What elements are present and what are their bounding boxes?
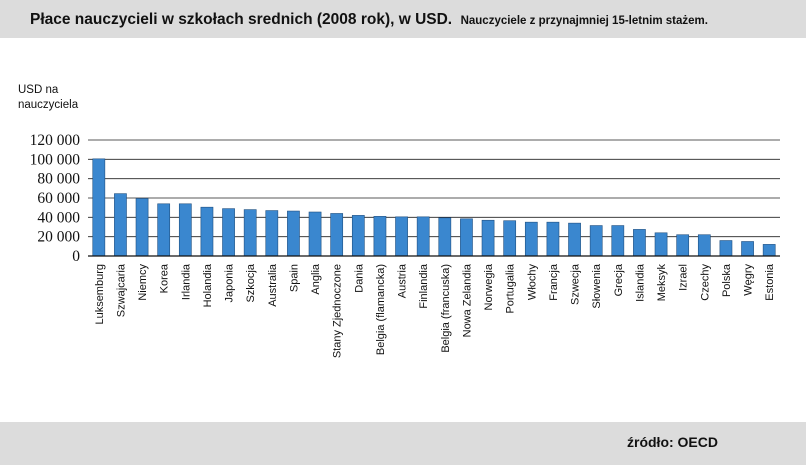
x-tick-label: Korea <box>159 263 171 293</box>
bar <box>243 209 257 257</box>
bar <box>676 234 690 257</box>
bar <box>373 216 387 257</box>
bar <box>438 217 452 257</box>
title-line: Płace nauczycieli w szkołach srednich (2… <box>30 11 708 29</box>
bar <box>178 203 192 257</box>
source-text: źródło: OECD <box>627 434 718 450</box>
bar <box>503 220 517 257</box>
x-tick-label: Japonia <box>224 263 236 302</box>
x-tick-label: Islandia <box>634 263 646 302</box>
y-tick-label: 60 000 <box>37 190 80 207</box>
x-tick-label: Spain <box>288 264 300 292</box>
chart-subtitle: Nauczyciele z przynajmniej 15-letnim sta… <box>460 15 708 27</box>
x-tick-label: Czechy <box>699 264 711 301</box>
bar <box>416 216 430 257</box>
x-tick-label: Australia <box>267 263 279 307</box>
x-tick-label: Luksemburg <box>94 264 106 325</box>
bar <box>654 232 668 257</box>
x-tick-label: Szkocja <box>245 263 257 302</box>
bar <box>135 198 149 257</box>
bar <box>330 213 344 257</box>
x-tick-label: Francja <box>548 263 560 301</box>
x-tick-label: Grecja <box>613 263 625 296</box>
x-tick-label: Austria <box>397 263 409 298</box>
bar <box>157 203 171 257</box>
x-tick-label: Stany Zjednoczone <box>332 264 344 358</box>
bar <box>741 241 754 257</box>
y-axis-label: USD na nauczyciela <box>18 84 79 111</box>
x-tick-label: Norwegia <box>483 263 495 310</box>
x-tick-label: Polska <box>721 263 733 297</box>
bar <box>546 221 560 257</box>
bar <box>114 193 127 257</box>
bar <box>481 219 495 257</box>
bar <box>589 225 603 257</box>
x-tick-label: Nowa Zelandia <box>461 263 473 337</box>
bar <box>524 221 538 257</box>
bar <box>351 215 365 257</box>
bar <box>92 158 106 257</box>
x-tick-label: Szwajcaria <box>115 263 127 317</box>
x-tick-label: Izrael <box>678 264 690 291</box>
bar <box>568 222 581 257</box>
y-tick-label: 100 000 <box>30 151 81 168</box>
bar <box>460 218 473 257</box>
chart-title: Płace nauczycieli w szkołach srednich (2… <box>30 11 453 28</box>
y-tick-label: 120 000 <box>30 132 81 149</box>
bar <box>719 240 733 257</box>
x-tick-label: Portugalia <box>505 263 517 313</box>
y-tick-label: 20 000 <box>37 229 80 246</box>
y-tick-label: 80 000 <box>37 171 80 188</box>
bar <box>200 206 214 257</box>
x-tick-label: Belgia (flamancka) <box>375 264 387 355</box>
bar-chart: 0 20 000 40 000 60 000 80 000 100 000 120 000 L… <box>30 132 780 358</box>
x-tick-label: Belgia (francuska) <box>440 264 452 353</box>
x-tick-label: Irlandia <box>180 263 192 300</box>
bar <box>762 244 776 257</box>
bar <box>287 210 300 257</box>
x-tick-label: Finlandia <box>418 263 430 309</box>
y-tick-label: 0 <box>72 248 80 265</box>
x-tick-label: Estonia <box>764 263 776 301</box>
x-tick-label: Anglia <box>310 263 322 294</box>
x-tick-label: Holandia <box>202 263 214 307</box>
bar <box>222 208 235 257</box>
x-tick-label: Węgry <box>743 264 755 296</box>
x-tick-label: Niemcy <box>137 264 149 301</box>
x-tick-label: Szwecja <box>570 263 582 305</box>
x-tick-label: Dania <box>353 263 365 293</box>
bar <box>395 216 408 257</box>
bar <box>265 210 279 257</box>
x-tick-label: Słowenia <box>591 263 603 309</box>
title-panel: Płace nauczycieli w szkołach srednich (2… <box>0 0 806 38</box>
bar <box>697 234 711 257</box>
bar <box>308 211 322 257</box>
bar <box>633 229 646 257</box>
x-tick-label: Meksyk <box>656 264 668 302</box>
source-panel: źródło: OECD <box>0 422 806 465</box>
bar <box>611 225 625 257</box>
y-tick-label: 40 000 <box>37 209 80 226</box>
x-tick-label: Włochy <box>526 264 538 301</box>
